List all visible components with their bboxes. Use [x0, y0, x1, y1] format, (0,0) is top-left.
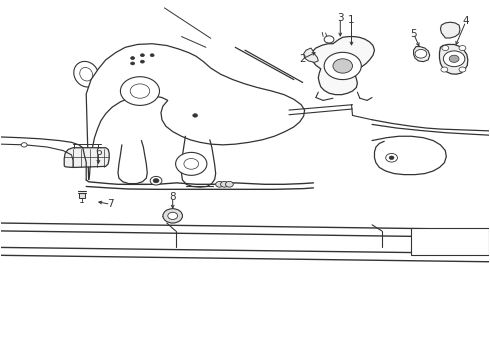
Circle shape — [449, 55, 459, 62]
Polygon shape — [414, 46, 430, 62]
Polygon shape — [440, 44, 468, 74]
Circle shape — [150, 54, 154, 57]
Circle shape — [153, 179, 159, 183]
Circle shape — [130, 84, 150, 98]
Circle shape — [150, 176, 162, 185]
Text: 3: 3 — [337, 13, 343, 23]
Circle shape — [441, 67, 448, 72]
Circle shape — [220, 181, 228, 187]
Circle shape — [324, 36, 334, 43]
Polygon shape — [411, 228, 490, 255]
Circle shape — [442, 45, 449, 50]
Circle shape — [121, 77, 159, 105]
Circle shape — [175, 152, 207, 175]
Text: 8: 8 — [170, 192, 176, 202]
Circle shape — [324, 52, 361, 80]
Circle shape — [21, 143, 27, 147]
Circle shape — [415, 49, 427, 58]
Circle shape — [225, 181, 233, 187]
Text: 7: 7 — [107, 199, 114, 210]
Circle shape — [168, 212, 177, 220]
Polygon shape — [311, 37, 374, 95]
Polygon shape — [304, 48, 318, 62]
Circle shape — [459, 67, 466, 72]
Polygon shape — [79, 193, 85, 198]
Text: 6: 6 — [95, 147, 102, 157]
Circle shape — [216, 181, 223, 187]
Circle shape — [141, 60, 145, 63]
Circle shape — [389, 156, 394, 159]
Circle shape — [131, 62, 135, 65]
Circle shape — [131, 57, 135, 59]
Circle shape — [386, 153, 397, 162]
Text: 2: 2 — [299, 54, 306, 64]
Polygon shape — [64, 148, 109, 167]
Polygon shape — [441, 22, 460, 38]
Circle shape — [184, 158, 198, 169]
Circle shape — [163, 209, 182, 223]
Polygon shape — [86, 44, 305, 180]
Circle shape — [333, 59, 352, 73]
Circle shape — [141, 54, 145, 57]
Circle shape — [443, 51, 465, 67]
Ellipse shape — [80, 67, 93, 81]
Circle shape — [459, 45, 466, 50]
Ellipse shape — [74, 62, 98, 87]
Text: 5: 5 — [410, 29, 417, 39]
Circle shape — [193, 114, 197, 117]
Text: 4: 4 — [463, 17, 469, 27]
Text: 1: 1 — [348, 15, 355, 26]
